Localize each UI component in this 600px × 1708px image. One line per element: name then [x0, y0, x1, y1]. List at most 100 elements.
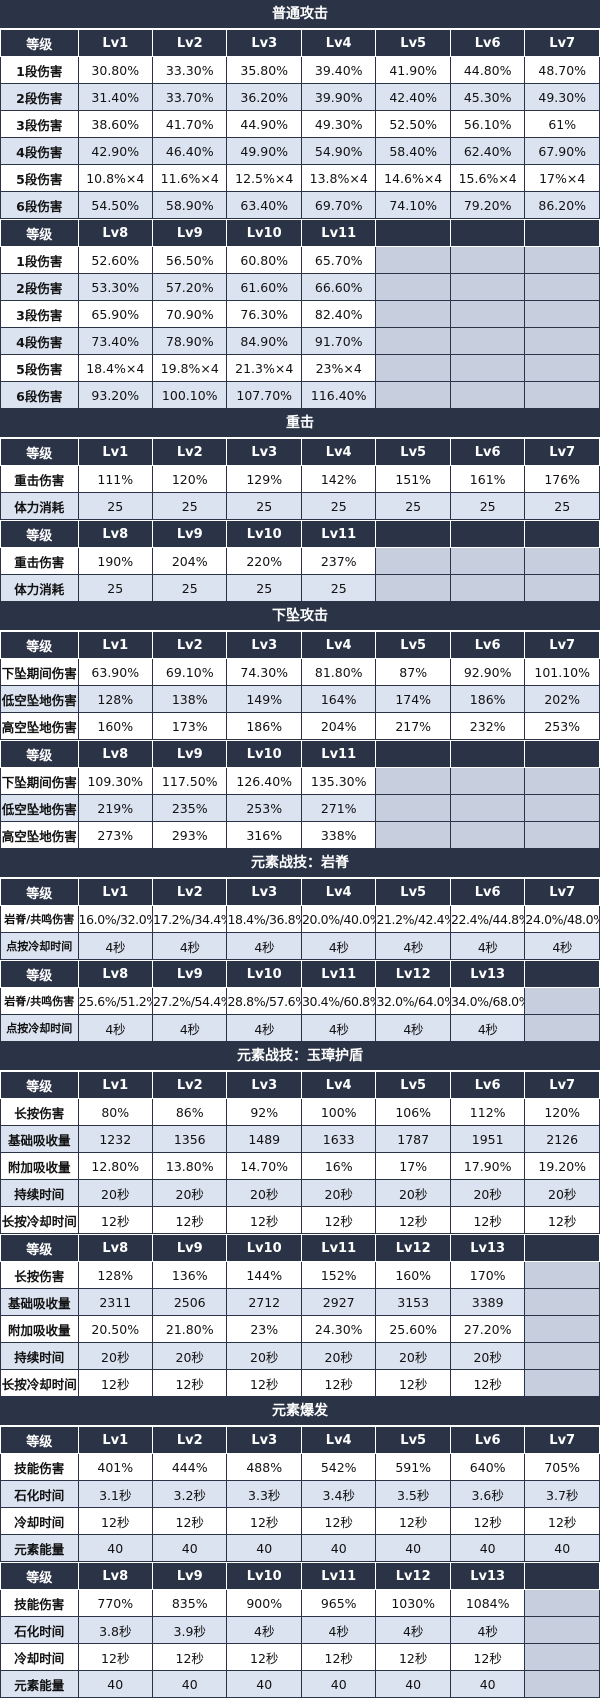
value-cell: 58.90%: [151, 191, 228, 219]
value-cell: 33.30%: [151, 56, 228, 84]
value-cell: 15.6%×4: [449, 164, 526, 192]
value-cell: 49.30%: [524, 83, 600, 111]
header-row: 等级 Lv1 Lv2 Lv3 Lv4 Lv5 Lv6 Lv7: [0, 29, 600, 57]
row-label: 高空坠地伤害: [0, 712, 79, 740]
value-cell: 14.70%: [226, 1152, 302, 1180]
value-cell: 40: [226, 1670, 302, 1698]
value-cell: 3.5秒: [375, 1480, 451, 1508]
row-label: 长按冷却时间: [0, 1206, 79, 1234]
value-cell: 69.70%: [300, 191, 377, 219]
level-header-cell: [449, 740, 526, 768]
value-cell: 17%×4: [524, 164, 600, 192]
value-cell: 161%: [449, 465, 526, 493]
value-cell: 900%: [226, 1589, 302, 1617]
table-row: 3段伤害 65.90% 70.90% 76.30% 82.40%: [0, 300, 600, 328]
row-label: 重击伤害: [0, 465, 79, 493]
table-row: 6段伤害 54.50% 58.90% 63.40% 69.70% 74.10% 79.20%…: [0, 191, 600, 219]
value-cell: 170%: [449, 1261, 526, 1289]
level-header-cell: Lv1: [77, 1426, 154, 1454]
level-header-cell: Lv4: [300, 878, 377, 906]
value-cell: 78.90%: [151, 327, 228, 355]
level-header-cell: Lv9: [151, 219, 228, 247]
level-header-cell: [375, 219, 451, 247]
table-row: 岩脊/共鸣伤害 25.6%/51.2% 27.2%/54.4% 28.8%/57.6%…: [0, 987, 600, 1015]
value-cell: [449, 821, 526, 849]
value-cell: 12秒: [375, 1206, 451, 1234]
level-header-cell: Lv1: [77, 878, 154, 906]
level-header-cell: Lv9: [151, 1234, 228, 1262]
level-header-cell: Lv4: [300, 29, 377, 57]
value-cell: 1951: [449, 1125, 526, 1153]
value-cell: 3.9秒: [151, 1616, 228, 1644]
value-cell: [375, 273, 451, 301]
value-cell: [524, 327, 600, 355]
value-cell: [524, 547, 600, 575]
value-cell: 219%: [77, 794, 154, 822]
level-header-cell: Lv9: [151, 1562, 228, 1590]
value-cell: 120%: [151, 465, 228, 493]
level-table: 等级 Lv8 Lv9 Lv10 Lv11 Lv12 Lv13 技能伤害 770% 835% 900%…: [0, 1562, 600, 1698]
value-cell: 12秒: [375, 1507, 451, 1535]
level-header-cell: Lv1: [77, 438, 154, 466]
section-title: 普通攻击: [0, 0, 600, 29]
value-cell: [375, 246, 451, 274]
value-cell: 202%: [524, 685, 600, 713]
value-cell: [375, 547, 451, 575]
value-cell: [375, 381, 451, 409]
row-label: 冷却时间: [0, 1507, 79, 1535]
value-cell: [524, 1670, 600, 1698]
table-row: 高空坠地伤害 273% 293% 316% 338%: [0, 821, 600, 849]
value-cell: 17.90%: [449, 1152, 526, 1180]
level-header-cell: Lv3: [226, 1426, 302, 1454]
value-cell: 22.4%/44.8%: [449, 905, 526, 933]
value-cell: 12秒: [375, 1643, 451, 1671]
value-cell: 25.60%: [375, 1315, 451, 1343]
value-cell: [449, 354, 526, 382]
level-header-cell: Lv2: [151, 1071, 228, 1099]
header-row: 等级 Lv8 Lv9 Lv10 Lv11: [0, 740, 600, 768]
value-cell: 316%: [226, 821, 302, 849]
level-header-cell: Lv8: [77, 520, 154, 548]
value-cell: 151%: [375, 465, 451, 493]
row-label: 2段伤害: [0, 273, 79, 301]
value-cell: 27.2%/54.4%: [151, 987, 228, 1015]
table-row: 5段伤害 18.4%×4 19.8%×4 21.3%×4 23%×4: [0, 354, 600, 382]
level-header-cell: Lv8: [77, 960, 154, 988]
value-cell: [375, 794, 451, 822]
value-cell: 1084%: [449, 1589, 526, 1617]
header-row: 等级 Lv1 Lv2 Lv3 Lv4 Lv5 Lv6 Lv7: [0, 438, 600, 466]
value-cell: 39.90%: [300, 83, 377, 111]
row-label: 元素能量: [0, 1670, 79, 1698]
row-label: 持续时间: [0, 1342, 79, 1370]
level-header-cell: Lv2: [151, 438, 228, 466]
value-cell: 42.90%: [77, 137, 154, 165]
level-table: 等级 Lv1 Lv2 Lv3 Lv4 Lv5 Lv6 Lv7 重击伤害 111% 120% 129% 1…: [0, 438, 600, 520]
value-cell: [375, 327, 451, 355]
value-cell: 220%: [226, 547, 302, 575]
level-header-cell: Lv7: [524, 438, 600, 466]
table-row: 低空坠地伤害 128% 138% 149% 164% 174% 186% 202%: [0, 685, 600, 713]
value-cell: 217%: [375, 712, 451, 740]
value-cell: 138%: [151, 685, 228, 713]
table-row: 低空坠地伤害 219% 235% 253% 271%: [0, 794, 600, 822]
value-cell: 142%: [300, 465, 377, 493]
value-cell: 20秒: [300, 1342, 377, 1370]
row-label: 岩脊/共鸣伤害: [0, 905, 79, 933]
value-cell: [375, 354, 451, 382]
table-row: 2段伤害 53.30% 57.20% 61.60% 66.60%: [0, 273, 600, 301]
level-header-cell: Lv7: [524, 631, 600, 659]
header-row: 等级 Lv1 Lv2 Lv3 Lv4 Lv5 Lv6 Lv7: [0, 878, 600, 906]
value-cell: 56.50%: [151, 246, 228, 274]
table-row: 元素能量 40 40 40 40 40 40 40: [0, 1534, 600, 1562]
level-header-cell: Lv12: [375, 1562, 451, 1590]
level-header-cell: Lv4: [300, 438, 377, 466]
value-cell: 40: [77, 1534, 154, 1562]
value-cell: 965%: [300, 1589, 377, 1617]
value-cell: 21.80%: [151, 1315, 228, 1343]
value-cell: 338%: [300, 821, 377, 849]
value-cell: [524, 1014, 600, 1042]
level-header-label: 等级: [0, 631, 79, 659]
level-header-cell: Lv5: [375, 1071, 451, 1099]
value-cell: 20秒: [449, 1179, 526, 1207]
value-cell: 109.30%: [77, 767, 154, 795]
